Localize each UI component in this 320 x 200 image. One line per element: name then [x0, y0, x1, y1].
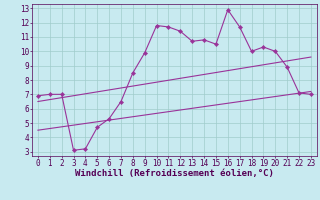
- X-axis label: Windchill (Refroidissement éolien,°C): Windchill (Refroidissement éolien,°C): [75, 169, 274, 178]
